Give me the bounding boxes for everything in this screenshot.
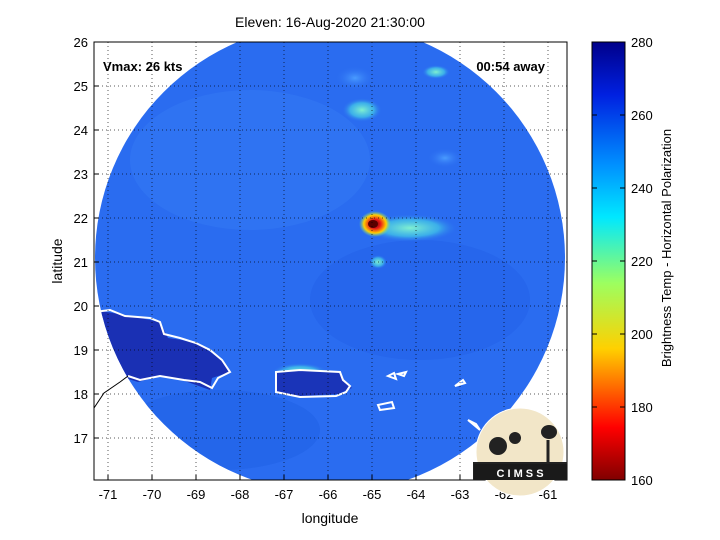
- y-tick-label: 22: [74, 211, 88, 226]
- light-cloud: [335, 66, 375, 90]
- colorbar: [591, 41, 626, 481]
- outer-coastline: [94, 375, 129, 409]
- x-tick-labels: -71 -70 -69 -68 -67 -66 -65 -64 -63 -62 …: [99, 487, 558, 502]
- coastlines: [94, 308, 481, 431]
- colorbar-label: Brightness Temp - Horizontal Polarizatio…: [659, 129, 674, 367]
- swath-texture: [310, 240, 530, 360]
- x-tick-label: -68: [231, 487, 250, 502]
- colorbar-tick-labels: 280 260 240 220 200 180 160: [631, 35, 653, 488]
- y-tick-label: 18: [74, 387, 88, 402]
- virgin-islands-coastline: [385, 370, 408, 381]
- x-tick-label: -66: [319, 487, 338, 502]
- x-tick-label: -65: [363, 487, 382, 502]
- tower-icon: [541, 425, 557, 439]
- colorbar-tick-label: 240: [631, 181, 653, 196]
- y-tick-label: 24: [74, 123, 88, 138]
- x-tick-label: -69: [187, 487, 206, 502]
- logo-banner: [474, 464, 567, 480]
- x-axis-label: longitude: [302, 510, 359, 526]
- satellite-dish-icon: [509, 432, 521, 444]
- colorbar-tick-label: 220: [631, 254, 653, 269]
- x-tick-label: -63: [451, 487, 470, 502]
- colorbar-tick-label: 200: [631, 327, 653, 342]
- puerto-rico-land: [276, 370, 352, 396]
- y-tick-marks: [94, 41, 99, 439]
- colorbar-tick-label: 280: [631, 35, 653, 50]
- colorbar-tick-label: 260: [631, 108, 653, 123]
- islet-coastline: [376, 400, 396, 412]
- logo-disk: [475, 407, 565, 497]
- y-tick-labels: 26 25 24 23 22 21 20 19 18 17: [74, 35, 88, 446]
- y-tick-label: 26: [74, 35, 88, 50]
- y-tick-label: 20: [74, 299, 88, 314]
- x-tick-label: -64: [407, 487, 426, 502]
- grid: [94, 42, 567, 480]
- y-tick-label: 23: [74, 167, 88, 182]
- time-away-label: 00:54 away: [476, 59, 545, 74]
- colorbar-tick-marks: [592, 114, 625, 408]
- logo-text: C I M S S: [496, 468, 543, 480]
- islet-coastline: [467, 419, 481, 431]
- swath-texture: [130, 90, 370, 230]
- x-tick-label: -70: [143, 487, 162, 502]
- y-tick-label: 19: [74, 343, 88, 358]
- y-tick-label: 25: [74, 79, 88, 94]
- colorbar-tick-label: 160: [631, 473, 653, 488]
- islet-coastline: [454, 378, 467, 387]
- cimss-logo: C I M S S: [473, 407, 567, 497]
- y-tick-label: 21: [74, 255, 88, 270]
- colorbar-tick-label: 180: [631, 400, 653, 415]
- warm-core-center: [368, 220, 378, 228]
- puerto-rico-coastline: [275, 368, 352, 399]
- y-tick-label: 17: [74, 431, 88, 446]
- cyan-cloud-cluster: [422, 65, 450, 79]
- hispaniola-coastline: [94, 308, 232, 390]
- y-axis-label: latitude: [49, 238, 65, 283]
- cyan-cloud-cluster: [342, 98, 382, 122]
- light-cloud: [427, 148, 463, 168]
- chart-title: Eleven: 16-Aug-2020 21:30:00: [235, 14, 425, 30]
- brightness-temp-swath: [94, 42, 565, 480]
- axes-frame: [93, 41, 568, 481]
- satellite-dish-icon: [489, 437, 507, 455]
- vmax-label: Vmax: 26 kts: [103, 59, 183, 74]
- x-tick-label: -61: [539, 487, 558, 502]
- x-tick-label: -67: [275, 487, 294, 502]
- x-tick-label: -71: [99, 487, 118, 502]
